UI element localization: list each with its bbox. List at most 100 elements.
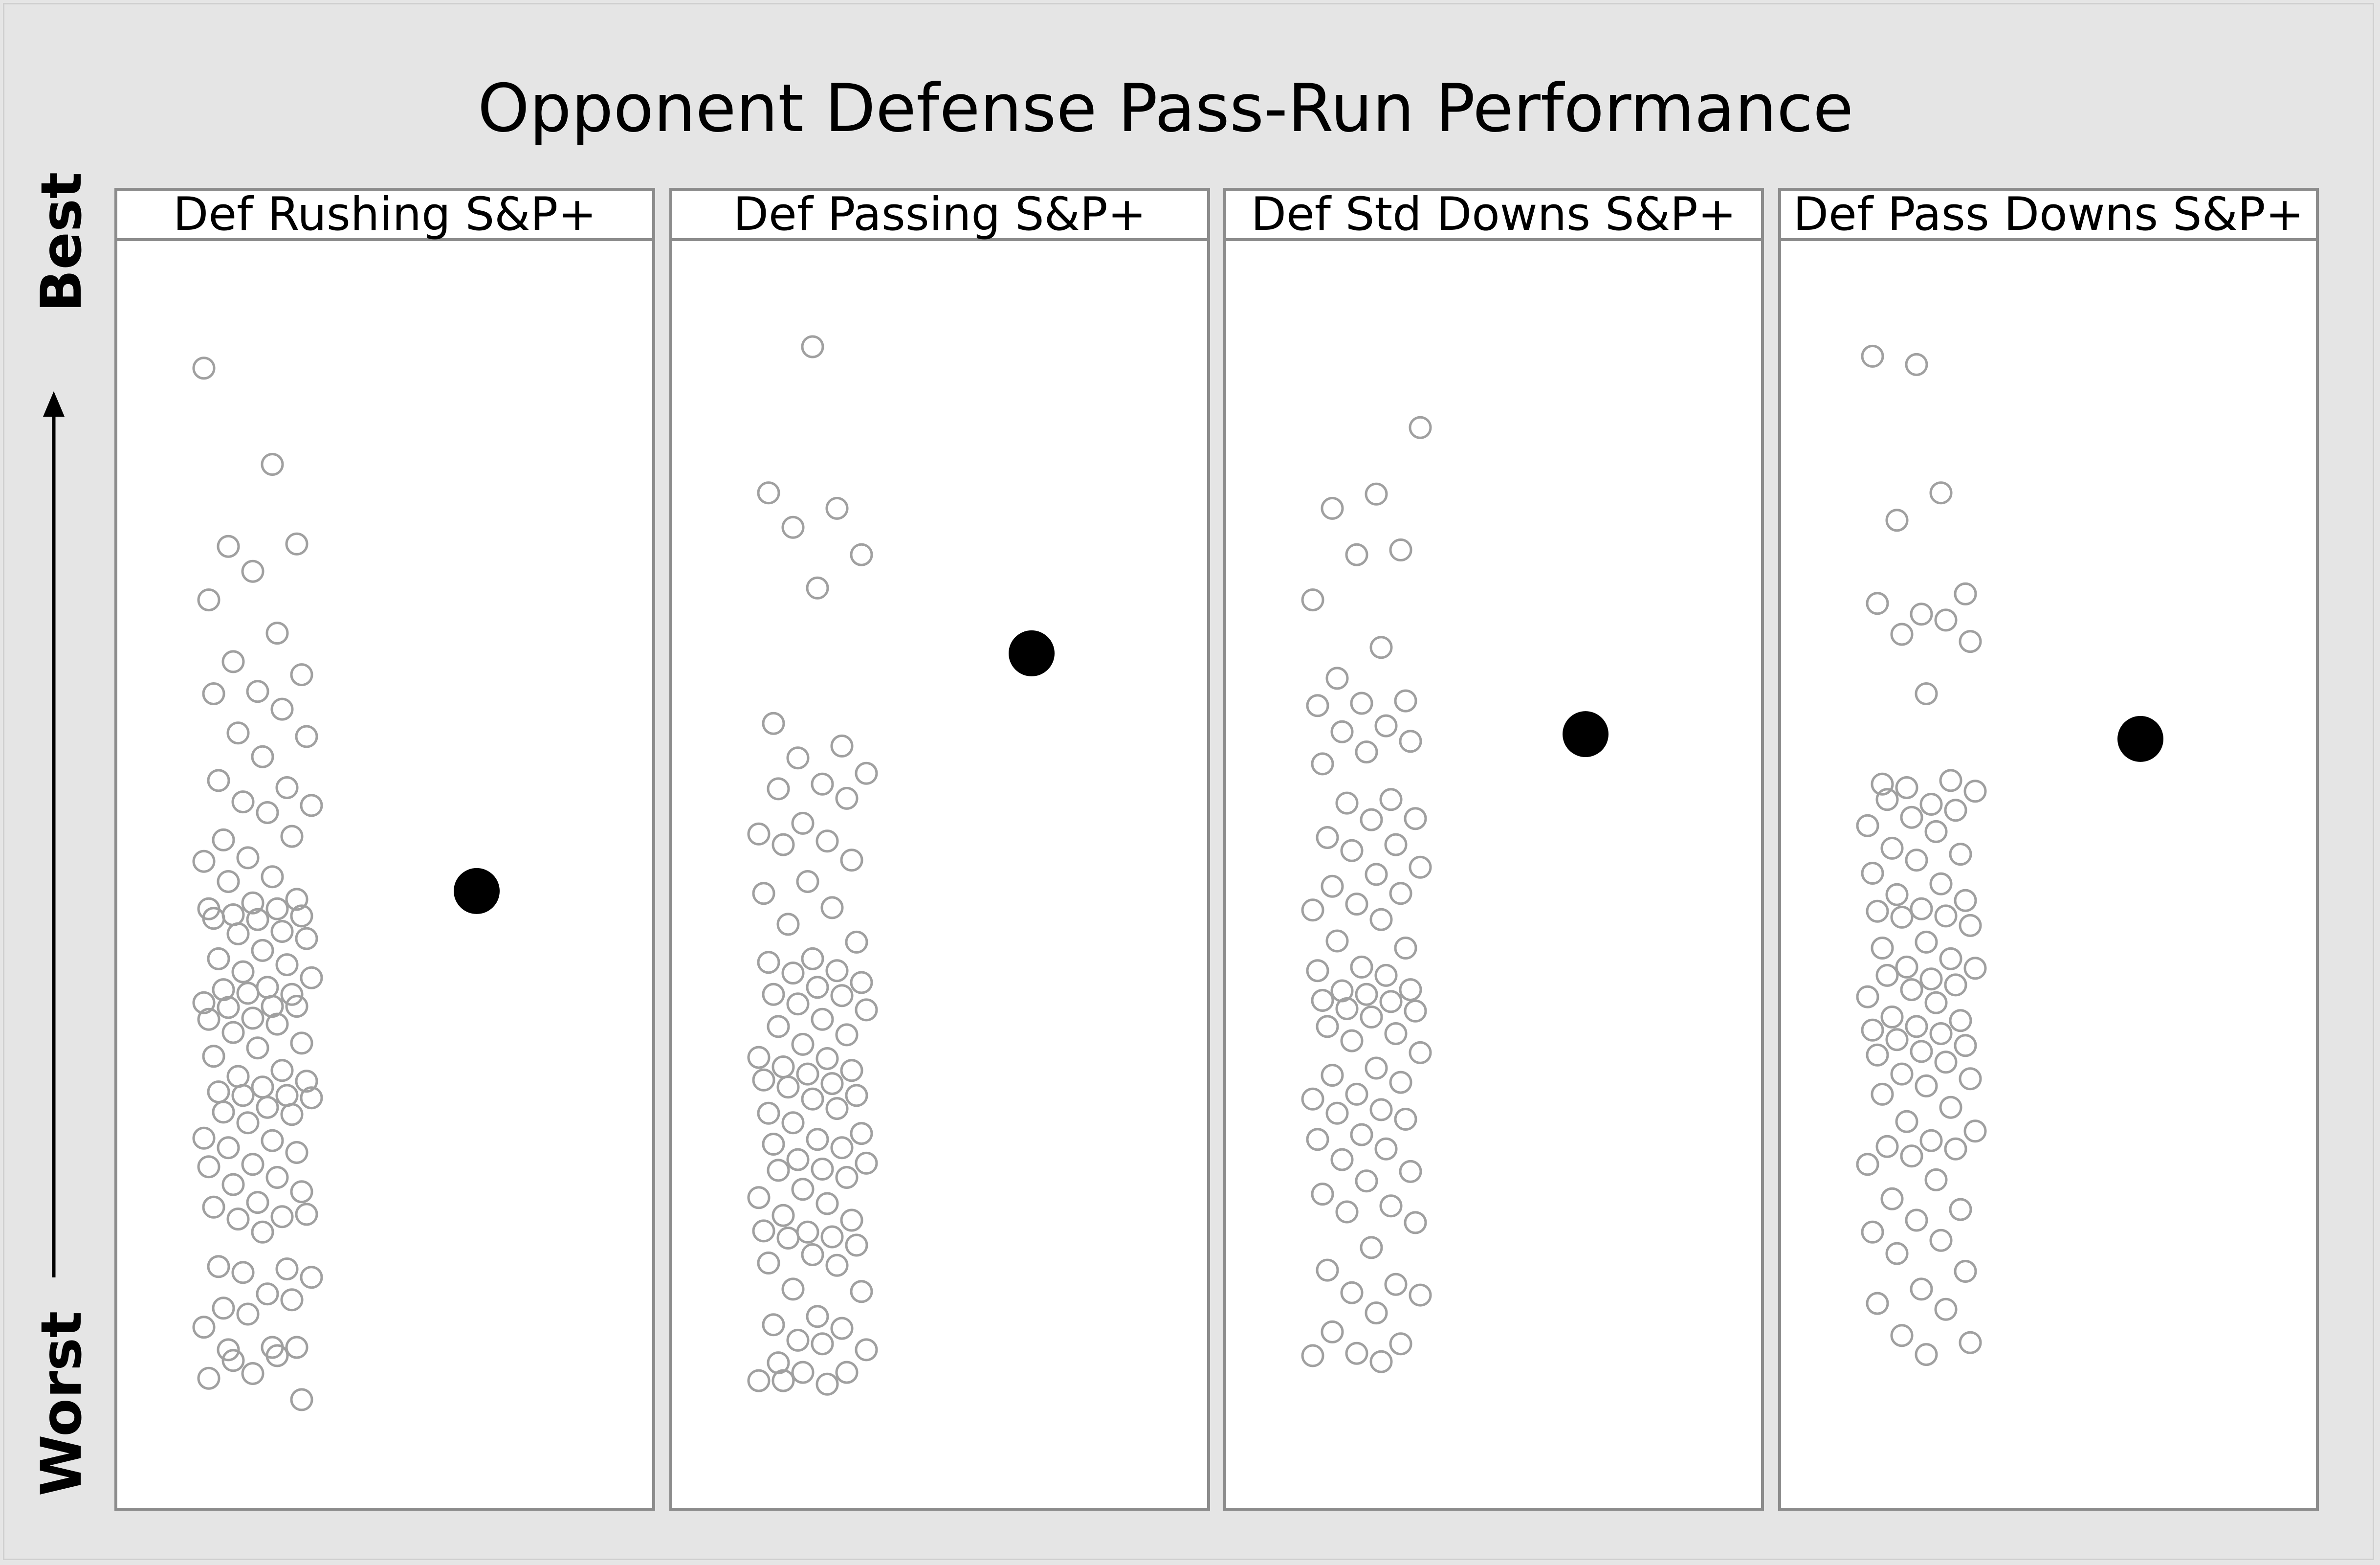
highlight-point — [454, 868, 500, 914]
data-point — [1963, 957, 1987, 980]
data-point — [825, 959, 849, 983]
data-point — [855, 1338, 878, 1362]
data-point — [1915, 930, 1938, 954]
data-point — [1924, 1168, 1948, 1191]
data-point — [1871, 1082, 1894, 1106]
data-point — [811, 772, 834, 796]
data-point — [231, 960, 255, 984]
data-point — [1949, 1198, 1972, 1221]
data-point — [1389, 1071, 1412, 1094]
data-point — [1929, 1022, 1953, 1045]
data-point — [192, 991, 216, 1014]
data-point — [1885, 509, 1909, 532]
data-point — [261, 865, 284, 889]
data-point — [1321, 496, 1344, 520]
data-point — [1355, 740, 1378, 764]
data-point — [820, 1225, 844, 1249]
data-point — [265, 1166, 289, 1189]
data-point — [246, 1191, 269, 1214]
data-point — [1905, 1015, 1928, 1038]
data-point — [835, 1166, 859, 1189]
data-point — [1330, 979, 1354, 1003]
data-point — [1345, 1082, 1368, 1106]
data-point — [1905, 849, 1928, 872]
data-point — [815, 1047, 839, 1070]
data-point — [1900, 1144, 1923, 1168]
data-point — [1944, 1137, 1967, 1161]
data-point — [752, 1068, 775, 1092]
data-point — [1856, 1153, 1879, 1176]
data-point — [811, 1007, 834, 1031]
data-point — [1335, 791, 1359, 815]
data-point — [1316, 1015, 1339, 1038]
panel-frame — [669, 188, 1210, 1511]
data-point — [246, 1036, 269, 1060]
data-point — [830, 1317, 854, 1340]
data-point — [270, 697, 294, 721]
data-point — [265, 1344, 289, 1367]
data-point — [197, 1366, 220, 1390]
data-point — [1345, 893, 1368, 916]
data-point — [1399, 730, 1422, 753]
data-point — [771, 833, 795, 856]
data-point — [192, 1316, 216, 1339]
data-point — [786, 1148, 810, 1171]
data-point — [241, 891, 264, 915]
data-point — [762, 712, 785, 735]
data-point — [290, 1388, 313, 1411]
data-point — [197, 588, 220, 612]
data-point — [212, 978, 235, 1002]
data-point — [1384, 1273, 1408, 1296]
data-point — [217, 870, 240, 893]
data-point — [762, 1133, 785, 1156]
panel-2: Def Passing S&P+ — [669, 188, 1210, 1511]
data-point — [752, 1219, 775, 1243]
panel-frame — [114, 188, 655, 1511]
data-point — [1915, 682, 1938, 705]
data-point — [1325, 929, 1349, 953]
data-point — [1374, 963, 1398, 987]
data-point — [1929, 872, 1953, 895]
data-point — [1954, 889, 1977, 912]
data-point — [830, 984, 854, 1007]
data-point — [1379, 1194, 1403, 1218]
data-point — [1409, 855, 1432, 879]
data-point — [1369, 1350, 1393, 1373]
data-point — [747, 1046, 771, 1069]
data-point — [217, 1136, 240, 1160]
data-point — [221, 1349, 245, 1372]
data-point — [1910, 1040, 1933, 1063]
data-point — [771, 1204, 795, 1227]
data-point — [820, 896, 844, 919]
highlight-point — [1009, 630, 1055, 676]
data-point — [1350, 955, 1373, 979]
data-point — [202, 1195, 225, 1219]
data-point — [285, 532, 309, 556]
data-point — [1345, 1341, 1368, 1365]
data-point — [767, 1351, 790, 1375]
data-point — [850, 1280, 873, 1303]
data-point — [221, 1021, 245, 1044]
data-point — [781, 961, 805, 985]
data-point — [1365, 1056, 1388, 1080]
data-point — [1885, 1028, 1909, 1051]
data-point — [767, 1159, 790, 1182]
data-point — [241, 1006, 264, 1030]
data-point — [1905, 353, 1928, 376]
data-point — [246, 680, 269, 703]
panel-label: Def Passing S&P+ — [733, 188, 1146, 241]
data-point — [1944, 973, 1967, 997]
data-point — [1369, 636, 1393, 659]
data-point — [1959, 1331, 1982, 1354]
data-point — [300, 966, 323, 989]
data-point — [776, 1075, 800, 1099]
data-point — [762, 983, 785, 1006]
data-point — [845, 1233, 868, 1257]
data-point — [1890, 905, 1914, 929]
data-point — [270, 1205, 294, 1229]
data-point — [261, 995, 284, 1018]
data-point — [231, 1261, 255, 1284]
data-point — [1330, 1148, 1354, 1171]
data-point — [1871, 772, 1894, 796]
data-point — [1321, 874, 1344, 898]
